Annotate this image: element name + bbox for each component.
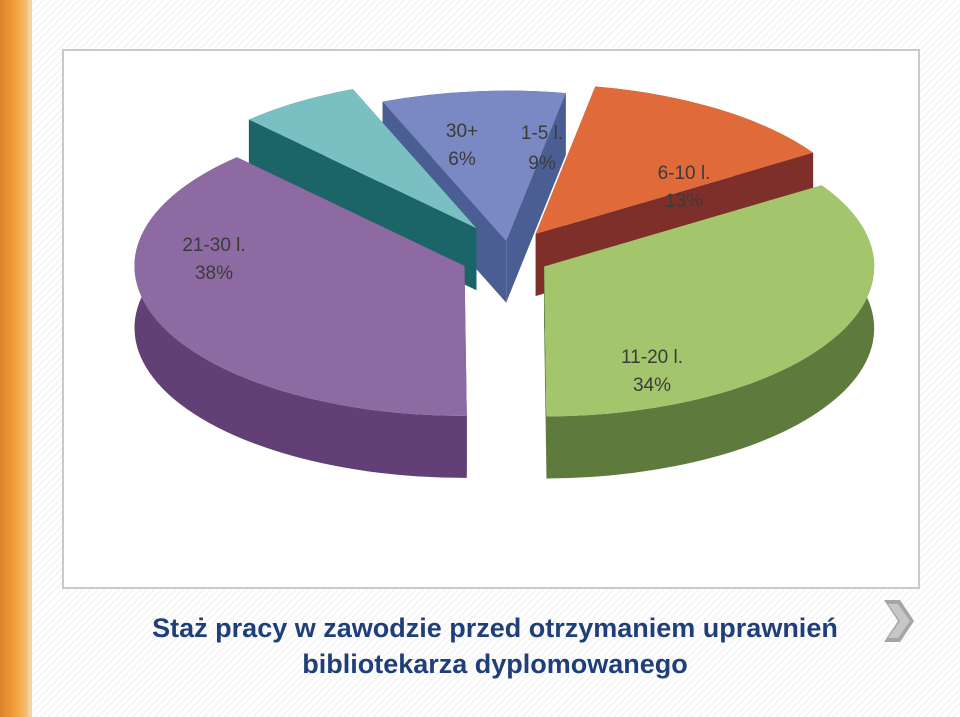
pie-slice-top (248, 89, 477, 229)
slice-percent-21-30-l: 38% (195, 263, 233, 284)
pie-slice-rim (134, 157, 467, 478)
chart-frame: 1-5 l. 9% 6-10 l. 13% 11-20 l. 34% 21-30 l. 38%… (62, 49, 920, 589)
pie-chart: 1-5 l. 9% 6-10 l. 13% 11-20 l. 34% 21-30 l. 38%… (134, 86, 875, 479)
pie-slice-top (544, 185, 875, 417)
slice-percent-6-10-l: 13% (665, 191, 703, 212)
pie-slice-11-20-l (544, 185, 875, 479)
pie-slice-top (382, 90, 566, 241)
slice-percent-30: 6% (448, 149, 476, 170)
chevron-right-icon[interactable] (880, 598, 916, 644)
pie-slice-rim (546, 185, 875, 479)
pie-slice-6-10-l (535, 86, 814, 297)
slide-title-line-2: bibliotekarza dyplomowanego (302, 649, 688, 679)
slide-title-line-1: Staż pracy w zawodzie przed otrzymaniem … (152, 613, 838, 643)
pie-slice-top (134, 157, 467, 416)
slice-percent-11-20-l: 34% (633, 375, 671, 396)
accent-side-bar (0, 0, 28, 717)
slice-label-11-20-l: 11-20 l. (621, 347, 683, 368)
slice-label-1-5-l: 1-5 l. (521, 123, 563, 144)
pie-slice-top (535, 86, 814, 235)
slice-label-21-30-l: 21-30 l. (182, 235, 245, 256)
accent-side-bar-edge (28, 0, 32, 717)
slice-percent-1-5-l: 9% (528, 153, 556, 174)
slice-label-6-10-l: 6-10 l. (658, 163, 711, 184)
pie-slice-wall (544, 266, 547, 479)
slide-title: Staż pracy w zawodzie przed otrzymaniem … (130, 610, 860, 682)
pie-slice-21-30-l (134, 157, 467, 478)
slice-label-30: 30+ (446, 121, 478, 142)
